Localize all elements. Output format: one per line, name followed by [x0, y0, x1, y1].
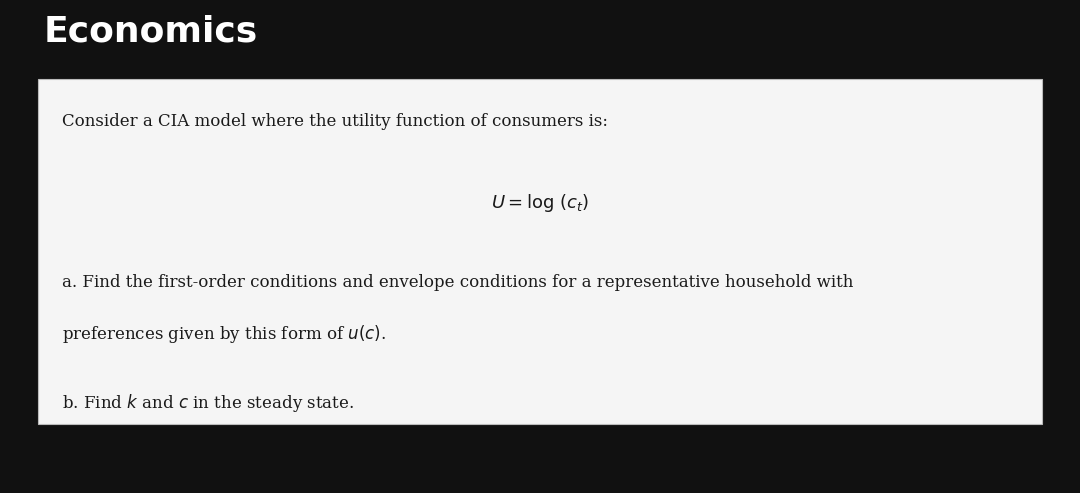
Text: a. Find the first-order conditions and envelope conditions for a representative : a. Find the first-order conditions and e…: [62, 274, 853, 290]
FancyBboxPatch shape: [38, 79, 1042, 424]
Text: Consider a CIA model where the utility function of consumers is:: Consider a CIA model where the utility f…: [62, 113, 608, 130]
Text: preferences given by this form of $u(c)$.: preferences given by this form of $u(c)$…: [62, 323, 386, 345]
Text: Economics: Economics: [43, 15, 257, 49]
Text: $U = \log\,(c_t)$: $U = \log\,(c_t)$: [490, 192, 590, 214]
Text: b. Find $k$ and $c$ in the steady state.: b. Find $k$ and $c$ in the steady state.: [62, 392, 353, 414]
